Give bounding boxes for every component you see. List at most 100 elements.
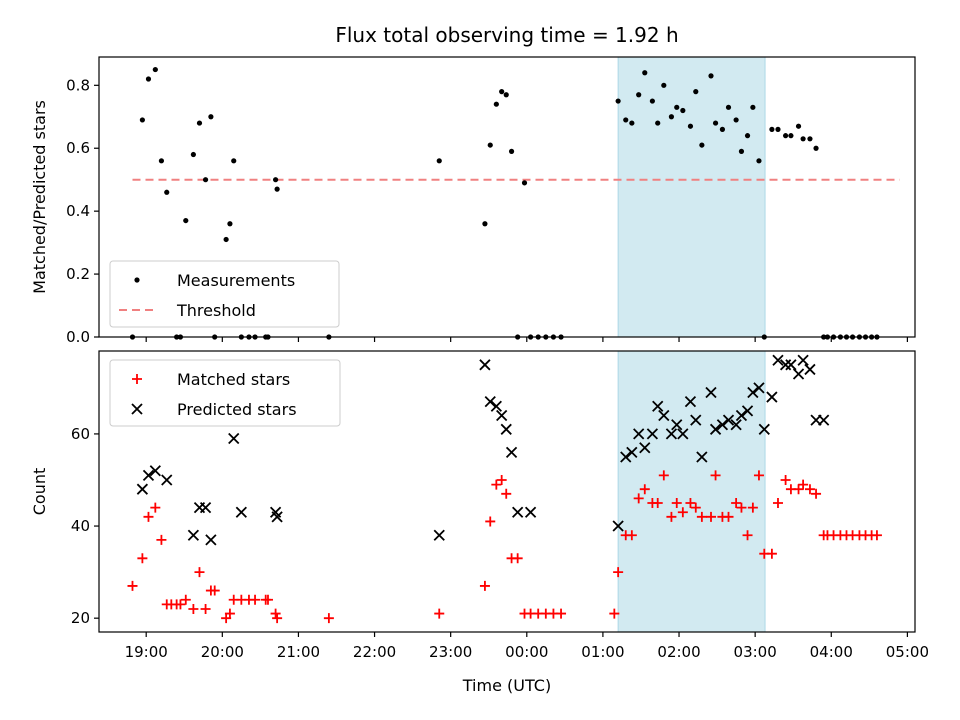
data-point bbox=[271, 511, 283, 523]
data-point bbox=[272, 613, 283, 624]
data-point bbox=[503, 92, 509, 98]
legend-marker bbox=[132, 374, 142, 384]
data-point bbox=[753, 470, 764, 481]
data-point bbox=[636, 92, 642, 98]
data-point bbox=[753, 382, 765, 394]
data-point bbox=[521, 180, 528, 186]
data-point bbox=[433, 529, 445, 541]
data-point bbox=[164, 189, 170, 195]
data-point bbox=[612, 520, 624, 532]
data-point bbox=[512, 553, 523, 564]
x-axis-label: Time (UTC) bbox=[462, 676, 551, 695]
data-point bbox=[725, 104, 732, 110]
data-point bbox=[719, 126, 726, 132]
x-tick-label: 19:00 bbox=[125, 643, 168, 661]
data-point bbox=[479, 580, 490, 591]
observing-window-highlight bbox=[617, 350, 766, 633]
x-tick-label: 02:00 bbox=[657, 643, 700, 661]
counts-panel: 19:00 20:00 21:00 22:00 23:00 00:00 01:00 02:00… bbox=[30, 350, 929, 661]
data-point bbox=[633, 428, 645, 440]
data-point bbox=[687, 123, 694, 129]
data-point bbox=[175, 599, 186, 610]
data-point bbox=[633, 493, 644, 504]
legend: Measurements Threshold bbox=[109, 260, 340, 328]
data-point bbox=[127, 580, 138, 591]
data-point bbox=[736, 502, 747, 513]
legend-label: Measurements bbox=[177, 271, 295, 290]
data-point bbox=[708, 73, 714, 79]
data-point bbox=[158, 158, 165, 164]
plot-frame bbox=[98, 56, 916, 338]
data-point bbox=[792, 368, 805, 380]
data-point bbox=[208, 114, 214, 120]
data-point bbox=[807, 136, 813, 142]
plot-frame bbox=[98, 350, 916, 633]
data-point bbox=[508, 148, 515, 154]
data-point bbox=[139, 117, 145, 123]
data-point bbox=[180, 594, 191, 605]
data-point bbox=[496, 409, 508, 422]
data-point bbox=[161, 474, 173, 486]
data-point bbox=[274, 186, 280, 192]
y-axis-label: Count bbox=[30, 468, 49, 516]
data-point bbox=[772, 354, 784, 366]
data-point bbox=[142, 469, 155, 482]
data-point bbox=[710, 470, 721, 481]
data-point bbox=[231, 158, 237, 164]
data-point bbox=[485, 516, 496, 527]
data-point bbox=[487, 142, 493, 148]
data-point bbox=[782, 133, 789, 139]
data-point bbox=[556, 608, 567, 619]
data-point bbox=[696, 451, 708, 463]
data-point bbox=[194, 567, 205, 578]
data-point bbox=[196, 120, 203, 126]
series-predicted-stars bbox=[136, 354, 830, 546]
data-point bbox=[496, 474, 507, 485]
data-point bbox=[639, 484, 650, 495]
data-point bbox=[200, 603, 211, 614]
data-point bbox=[685, 498, 696, 509]
data-point bbox=[779, 359, 792, 371]
data-point bbox=[705, 386, 717, 399]
ratio-panel: 0.0 0.2 0.4 0.6 0.8 Matched/Predicted stars Me… bbox=[30, 56, 916, 346]
y-tick-label: 0.2 bbox=[66, 265, 90, 283]
legend: Matched stars Predicted stars bbox=[109, 359, 341, 427]
data-point bbox=[629, 120, 635, 126]
data-point bbox=[655, 120, 661, 126]
data-point bbox=[493, 101, 499, 107]
data-point bbox=[666, 511, 677, 522]
data-point bbox=[797, 354, 809, 366]
x-tick-label: 22:00 bbox=[353, 643, 396, 661]
data-point bbox=[674, 104, 680, 110]
data-point bbox=[145, 76, 152, 82]
data-point bbox=[706, 511, 716, 522]
data-point bbox=[626, 530, 637, 541]
data-point bbox=[811, 488, 822, 499]
y-tick-label: 20 bbox=[71, 609, 90, 627]
data-point bbox=[780, 474, 791, 485]
data-point bbox=[716, 419, 729, 431]
data-point bbox=[680, 107, 686, 114]
data-point bbox=[137, 553, 148, 564]
data-point bbox=[642, 70, 648, 76]
data-point bbox=[775, 126, 781, 132]
x-tick-label: 00:00 bbox=[505, 643, 548, 661]
legend-box bbox=[109, 359, 341, 427]
data-point bbox=[183, 217, 189, 224]
data-point bbox=[224, 608, 235, 619]
y-tick-label: 0.6 bbox=[66, 139, 90, 157]
data-point bbox=[742, 530, 753, 541]
data-point bbox=[646, 428, 659, 440]
data-point bbox=[735, 409, 748, 422]
data-point bbox=[484, 396, 496, 408]
data-point bbox=[235, 506, 247, 518]
data-point bbox=[813, 145, 819, 151]
data-point bbox=[756, 158, 762, 164]
data-point bbox=[709, 423, 722, 435]
data-point bbox=[149, 465, 161, 477]
y-axis-label: Matched/Predicted stars bbox=[30, 100, 49, 294]
data-point bbox=[665, 428, 678, 440]
data-point bbox=[785, 359, 797, 371]
data-point bbox=[793, 484, 804, 495]
